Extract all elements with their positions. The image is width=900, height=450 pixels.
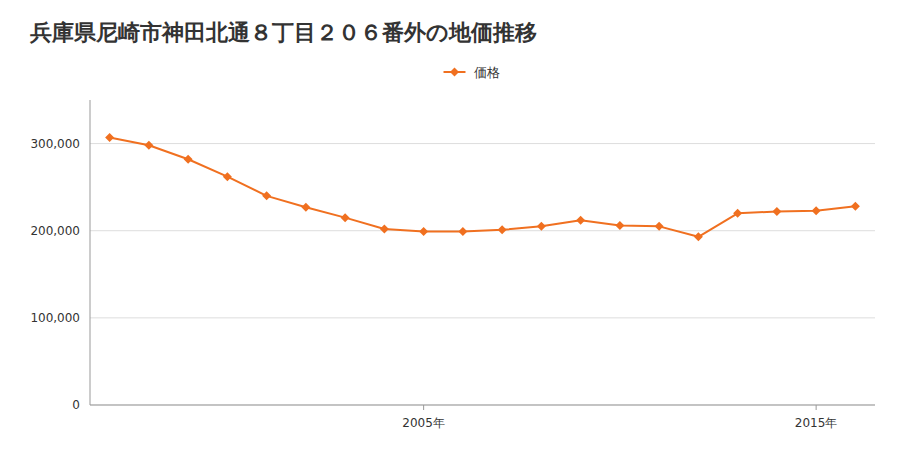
marker (301, 203, 310, 212)
marker (144, 141, 153, 150)
marker (694, 232, 703, 241)
marker (223, 172, 232, 181)
marker (419, 227, 428, 236)
chart-container: 兵庫県尼崎市神田北通８丁目２０６番外の地価推移 0 100,000 200,000 30… (0, 0, 900, 450)
marker (655, 222, 664, 231)
y-tick-label: 0 (72, 398, 80, 412)
x-tick (816, 405, 817, 410)
legend-marker (450, 68, 459, 77)
marker (105, 133, 114, 142)
x-tick (423, 405, 424, 410)
grid-line (90, 405, 875, 406)
x-axis-line (90, 405, 875, 406)
marker (458, 227, 467, 236)
marker (380, 224, 389, 233)
title: 兵庫県尼崎市神田北通８丁目２０６番外の地価推移 (29, 20, 537, 45)
y-tick-label: 100,000 (30, 311, 80, 325)
y-tick-label: 200,000 (30, 224, 80, 238)
y-tick-label: 300,000 (30, 137, 80, 151)
marker (184, 155, 193, 164)
y-axis-line (90, 100, 91, 405)
legend: 価格 (444, 65, 500, 80)
grid-line (90, 317, 875, 318)
marker (615, 221, 624, 230)
y-grid (90, 144, 875, 405)
marker (498, 225, 507, 234)
marker (341, 213, 350, 222)
marker (537, 222, 546, 231)
x-tick-label: 2005年 (402, 416, 445, 430)
line (110, 137, 856, 236)
marker (576, 216, 585, 225)
plot-data (105, 133, 860, 241)
marker (812, 206, 821, 215)
grid-line (90, 143, 875, 144)
chart-svg: 兵庫県尼崎市神田北通８丁目２０６番外の地価推移 0 100,000 200,000 30… (0, 0, 900, 450)
marker (733, 209, 742, 218)
legend-label: 価格 (474, 65, 500, 80)
marker (772, 207, 781, 216)
marker (851, 202, 860, 211)
x-tick-label: 2015年 (795, 416, 838, 430)
marker (262, 191, 271, 200)
